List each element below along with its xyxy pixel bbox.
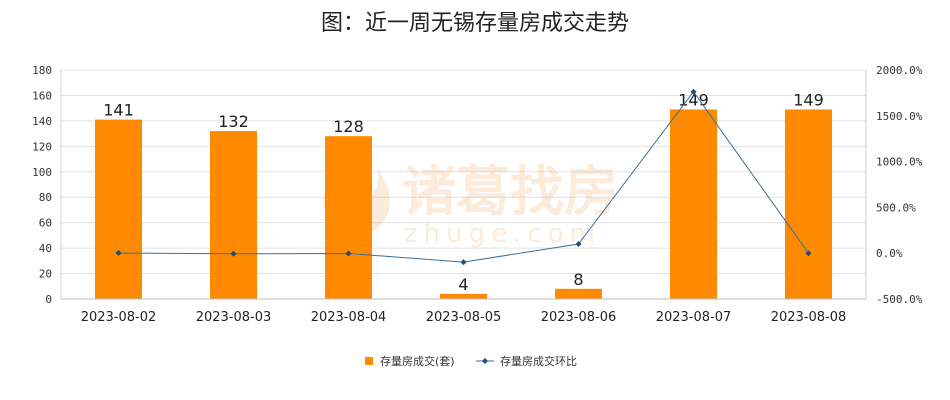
x-tick-label: 2023-08-03 (196, 310, 272, 325)
bar-data-label: 4 (458, 275, 468, 294)
gridlines (61, 69, 866, 300)
y-right-tick-label: 1000.0% (876, 156, 923, 169)
y-left-tick-label: 80 (39, 191, 52, 204)
bar (210, 131, 257, 299)
bar (555, 288, 602, 299)
bar-data-labels: 141 132 128 4 8 149 149 (103, 90, 824, 293)
legend-background (356, 350, 594, 372)
y-left-tick-label: 140 (32, 115, 52, 128)
bar-data-label: 149 (678, 90, 709, 109)
legend: 存量房成交(套) 存量房成交环比 (356, 350, 594, 372)
bar-data-label: 8 (573, 270, 583, 289)
x-tick-label: 2023-08-07 (656, 310, 732, 325)
y-left-tick-label: 20 (39, 268, 52, 281)
y-right-tick-label: 2000.0% (876, 64, 923, 77)
line-point (690, 88, 697, 95)
axes: 0 20 40 60 80 100 120 140 160 180 -500.0% 0.0% 500.0… (32, 64, 923, 325)
y-right-tick-label: -500.0% (876, 293, 923, 306)
bar (670, 109, 717, 299)
bar (440, 293, 487, 299)
bar-data-label: 141 (103, 101, 134, 120)
y-left-tick-label: 40 (39, 242, 52, 255)
watermark-domain: zhuge.com (404, 219, 601, 249)
chart-title: 图：近一周无锡存量房成交走势 (321, 11, 629, 36)
y-right-tick-label: 0.0% (876, 247, 903, 260)
y-left-tick-label: 180 (32, 64, 52, 77)
bar (785, 109, 832, 299)
x-tick-label: 2023-08-06 (541, 310, 617, 325)
x-tick-label: 2023-08-04 (311, 310, 387, 325)
legend-bar-label: 存量房成交(套) (380, 354, 455, 368)
legend-line-marker-icon (482, 358, 488, 364)
y-left-tick-label: 0 (45, 293, 52, 306)
bars (95, 109, 832, 299)
bar (95, 119, 142, 299)
line-point (230, 250, 237, 257)
x-tick-label: 2023-08-02 (81, 310, 157, 325)
ratio-line (115, 88, 812, 266)
y-left-tick-label: 60 (39, 217, 52, 230)
y-left-tick-label: 160 (32, 89, 52, 102)
legend-bar-swatch (365, 357, 373, 365)
line-point (115, 250, 122, 257)
y-right-tick-label: 1500.0% (876, 110, 923, 123)
legend-line-label: 存量房成交环比 (500, 354, 577, 368)
line-point (345, 250, 352, 257)
bar-data-label: 132 (218, 112, 249, 131)
bar-data-label: 128 (333, 117, 364, 136)
y-left-tick-label: 100 (32, 166, 52, 179)
x-tick-label: 2023-08-05 (426, 310, 502, 325)
line-point (575, 241, 582, 248)
bar (325, 136, 372, 299)
bar-data-label: 149 (793, 90, 824, 109)
watermark-brand: 诸葛找房 (402, 160, 618, 223)
line-point (460, 259, 467, 266)
y-right-tick-label: 500.0% (876, 201, 916, 214)
y-left-tick-label: 120 (32, 140, 52, 153)
line-point (805, 250, 812, 257)
x-tick-label: 2023-08-08 (771, 310, 847, 325)
